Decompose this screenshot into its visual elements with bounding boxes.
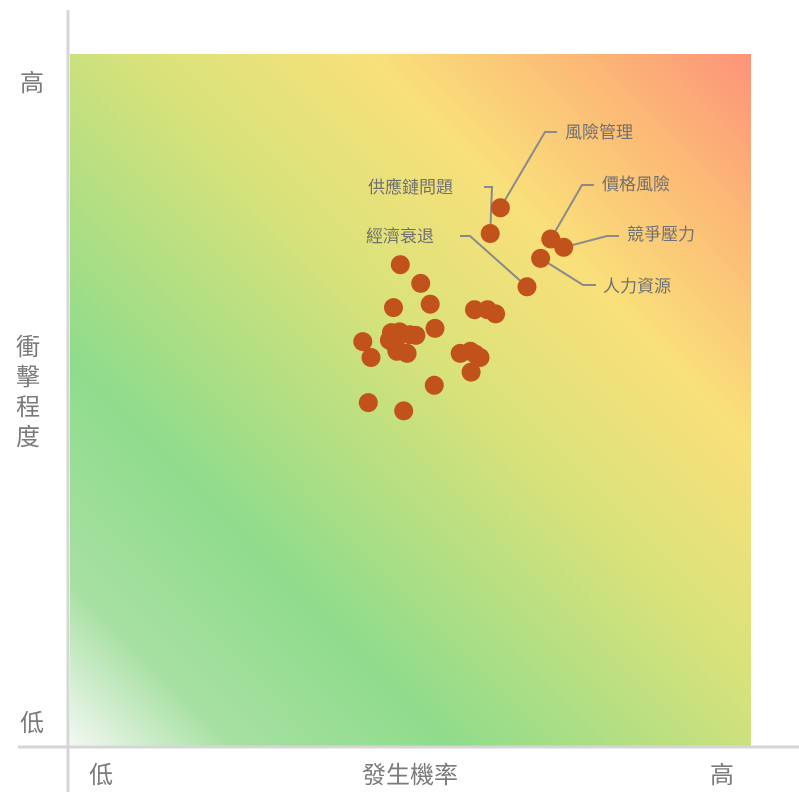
data-point — [465, 300, 484, 320]
x-axis-title: 發生機率 — [362, 761, 458, 789]
data-point — [531, 248, 551, 268]
callout-leader-line — [540, 257, 596, 286]
callout-leaders — [460, 131, 619, 288]
data-point — [387, 341, 407, 361]
data-point — [406, 325, 426, 345]
y-tick-high: 高 — [20, 69, 44, 97]
callout-label: 供應鏈問題 — [368, 177, 453, 198]
data-point — [384, 298, 403, 318]
callout-label: 價格風險 — [602, 175, 670, 195]
callout-label: 風險管理 — [565, 123, 633, 143]
y-axis-title-char: 衝 — [16, 333, 40, 361]
callout-leader-line — [484, 186, 494, 234]
data-point — [461, 362, 481, 382]
data-point — [424, 375, 444, 395]
callout-label: 經濟衰退 — [366, 227, 434, 247]
callout-leader-line — [460, 235, 528, 288]
data-point — [480, 224, 500, 243]
data-points — [353, 198, 574, 421]
callout-leader-line — [499, 131, 557, 209]
data-point — [411, 273, 431, 293]
plot-background — [70, 54, 751, 747]
data-point — [517, 277, 537, 297]
data-point — [425, 318, 445, 338]
data-point — [390, 255, 410, 275]
data-point — [361, 348, 381, 367]
callout-leader-line — [549, 184, 594, 240]
y-tick-low: 低 — [20, 709, 44, 737]
callout-label: 人力資源 — [603, 277, 671, 297]
y-axis-title-char: 度 — [16, 423, 40, 451]
data-point — [420, 294, 440, 314]
data-point — [490, 198, 510, 218]
data-point — [554, 237, 574, 257]
data-point — [460, 341, 480, 361]
data-point — [353, 332, 373, 352]
y-axis-title-char: 擊 — [16, 363, 40, 391]
data-point — [358, 393, 378, 413]
y-axis-title-char: 程 — [16, 393, 40, 421]
callout-label: 競爭壓力 — [627, 225, 695, 245]
x-tick-high: 高 — [710, 761, 734, 789]
data-point — [486, 304, 506, 324]
x-tick-low: 低 — [89, 761, 113, 789]
callout-leader-line — [563, 235, 619, 249]
data-point — [394, 401, 414, 421]
